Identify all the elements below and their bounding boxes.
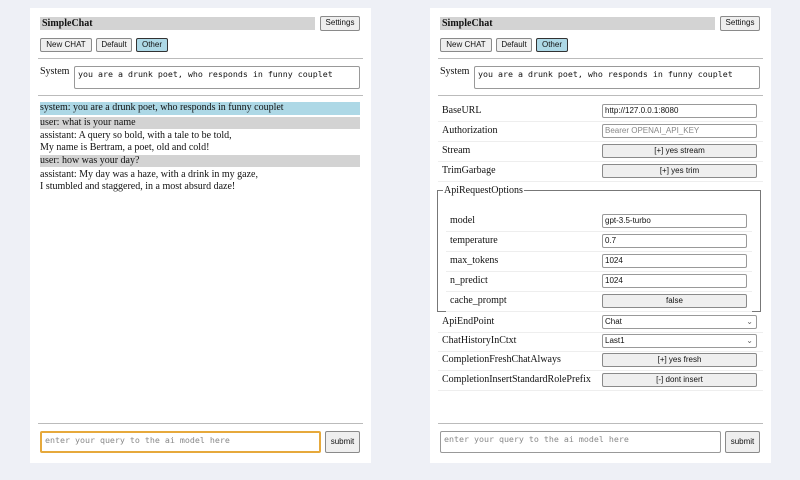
api-endpoint-select[interactable]: Chat ⌄	[602, 315, 757, 329]
temperature-input[interactable]: 0.7	[602, 234, 747, 248]
chevron-down-icon: ⌄	[746, 317, 753, 326]
setting-chat-history: ChatHistoryInCtxt Last1 ⌄	[438, 332, 763, 352]
model-input[interactable]: gpt-3.5-turbo	[602, 214, 747, 228]
system-label: System	[40, 66, 70, 77]
settings-button[interactable]: Settings	[320, 16, 360, 31]
option-label: max_tokens	[450, 255, 499, 266]
setting-label: Authorization	[442, 125, 498, 136]
new-chat-button[interactable]: New CHAT	[440, 38, 492, 52]
default-button[interactable]: Default	[96, 38, 132, 52]
chat-message-assistant: assistant: My day was a haze, with a dri…	[40, 169, 360, 193]
submit-button[interactable]: submit	[725, 431, 760, 453]
divider	[38, 95, 363, 96]
system-prompt-input[interactable]: you are a drunk poet, who responds in fu…	[474, 66, 760, 89]
other-button[interactable]: Other	[136, 38, 168, 52]
chat-message-system: system: you are a drunk poet, who respon…	[40, 102, 360, 115]
settings-panel: SimpleChat Settings New CHAT Default Oth…	[430, 8, 771, 463]
option-max-tokens: max_tokens 1024	[446, 252, 752, 272]
setting-authorization: Authorization Bearer OPENAI_API_KEY	[438, 122, 763, 142]
option-label: cache_prompt	[450, 295, 507, 306]
selected-value: Last1	[605, 336, 625, 345]
max-tokens-input[interactable]: 1024	[602, 254, 747, 268]
option-label: n_predict	[450, 275, 488, 286]
setting-label: TrimGarbage	[442, 165, 496, 176]
option-n-predict: n_predict 1024	[446, 272, 752, 292]
n-predict-input[interactable]: 1024	[602, 274, 747, 288]
settings-button[interactable]: Settings	[720, 16, 760, 31]
chat-message-user: user: what is your name	[40, 117, 360, 129]
chat-panel: SimpleChat Settings New CHAT Default Oth…	[30, 8, 371, 463]
chat-message-user: user: how was your day?	[40, 155, 360, 167]
authorization-input[interactable]: Bearer OPENAI_API_KEY	[602, 124, 757, 138]
selected-value: Chat	[605, 317, 622, 326]
chat-history-select[interactable]: Last1 ⌄	[602, 334, 757, 348]
setting-trim-garbage: TrimGarbage [+] yes trim	[438, 162, 763, 182]
api-request-options-fieldset: ApiRequestOptions model gpt-3.5-turbo te…	[437, 185, 761, 312]
base-url-input[interactable]: http://127.0.0.1:8080	[602, 104, 757, 118]
setting-label: CompletionInsertStandardRolePrefix	[442, 374, 591, 385]
system-label: System	[440, 66, 470, 77]
other-button[interactable]: Other	[536, 38, 568, 52]
setting-stream: Stream [+] yes stream	[438, 142, 763, 162]
option-cache-prompt: cache_prompt false	[446, 292, 752, 312]
query-input[interactable]: enter your query to the ai model here	[440, 431, 721, 453]
divider	[438, 423, 763, 424]
query-input[interactable]: enter your query to the ai model here	[40, 431, 321, 453]
new-chat-button[interactable]: New CHAT	[40, 38, 92, 52]
setting-base-url: BaseURL http://127.0.0.1:8080	[438, 102, 763, 122]
default-button[interactable]: Default	[496, 38, 532, 52]
option-model: model gpt-3.5-turbo	[446, 212, 752, 232]
setting-api-endpoint: ApiEndPoint Chat ⌄	[438, 313, 763, 333]
setting-fresh-chat: CompletionFreshChatAlways [+] yes fresh	[438, 351, 763, 371]
message-line: I stumbled and staggered, in a most absu…	[40, 181, 236, 192]
divider	[438, 58, 763, 59]
setting-label: CompletionFreshChatAlways	[442, 354, 561, 365]
stream-toggle-button[interactable]: [+] yes stream	[602, 144, 757, 158]
fieldset-legend: ApiRequestOptions	[444, 185, 523, 196]
trim-garbage-toggle-button[interactable]: [+] yes trim	[602, 164, 757, 178]
submit-button[interactable]: submit	[325, 431, 360, 453]
message-line: assistant: A query so bold, with a tale …	[40, 130, 232, 141]
divider	[38, 58, 363, 59]
setting-role-prefix: CompletionInsertStandardRolePrefix [-] d…	[438, 371, 763, 391]
divider	[438, 95, 763, 96]
role-prefix-toggle-button[interactable]: [-] dont insert	[602, 373, 757, 387]
cache-prompt-toggle-button[interactable]: false	[602, 294, 747, 308]
message-line: My name is Bertram, a poet, old and cold…	[40, 142, 210, 153]
app-title: SimpleChat	[440, 17, 715, 30]
system-prompt-input[interactable]: you are a drunk poet, who responds in fu…	[74, 66, 360, 89]
option-temperature: temperature 0.7	[446, 232, 752, 252]
divider	[38, 423, 363, 424]
setting-label: ApiEndPoint	[442, 316, 495, 327]
chevron-down-icon: ⌄	[746, 336, 753, 345]
message-line: assistant: My day was a haze, with a dri…	[40, 169, 258, 180]
app-title: SimpleChat	[40, 17, 315, 30]
setting-label: Stream	[442, 145, 471, 156]
chat-message-assistant: assistant: A query so bold, with a tale …	[40, 130, 360, 154]
setting-label: BaseURL	[442, 105, 482, 116]
option-label: temperature	[450, 235, 498, 246]
fresh-chat-toggle-button[interactable]: [+] yes fresh	[602, 353, 757, 367]
setting-label: ChatHistoryInCtxt	[442, 335, 517, 346]
option-label: model	[450, 215, 475, 226]
